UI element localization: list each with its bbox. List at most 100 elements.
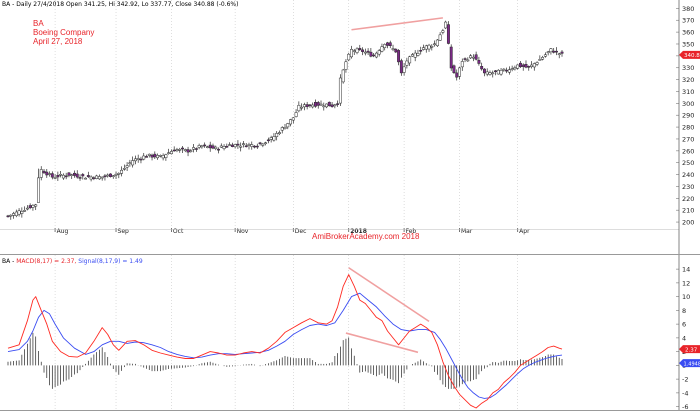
macd-y-tick-label: 8	[682, 307, 686, 315]
candle-up	[510, 68, 514, 70]
candle-down	[552, 50, 556, 53]
candle-down	[73, 172, 76, 176]
candle-down	[75, 173, 79, 178]
macd-header-signal: Signal(8,17,9) = 1.49	[78, 258, 143, 265]
candle-up	[441, 30, 445, 33]
macd-y-tick-label: 10	[682, 293, 690, 301]
candle-up	[541, 57, 545, 60]
candle-up	[111, 175, 115, 177]
price-trend-annotation	[351, 17, 443, 31]
watermark: AmiBrokerAcademy.com 2018	[312, 232, 420, 241]
candle-down	[92, 177, 96, 179]
macd-y-tick-label: 12	[682, 279, 690, 287]
candle-up	[499, 70, 503, 75]
candle-up	[183, 149, 187, 152]
candle-up	[291, 117, 295, 121]
candle-down	[316, 102, 320, 106]
price-y-tick-label: 350	[682, 40, 694, 48]
candle-down	[194, 148, 198, 150]
price-y-tick-label: 380	[682, 5, 694, 13]
candle-up	[192, 147, 196, 150]
candle-up	[161, 155, 165, 159]
candle-down	[64, 175, 68, 178]
macd-divergence-annotation	[345, 267, 430, 354]
signal-value-tag	[679, 359, 700, 368]
candle-up	[516, 64, 520, 69]
macd-axis: -6-4-2024681012142.371.49484	[676, 255, 700, 411]
signal-line	[7, 292, 563, 399]
macd-y-tick-label: -6	[682, 403, 688, 411]
candle-up	[325, 103, 329, 108]
candle-up	[264, 142, 268, 144]
macd-value-tag	[679, 345, 700, 354]
price-y-tick-label: 330	[682, 64, 694, 72]
macd-lines	[7, 274, 563, 409]
month-label: Sep	[118, 228, 130, 235]
candle-up	[239, 145, 243, 148]
month-label: Feb	[406, 228, 417, 235]
candle-up	[549, 48, 553, 53]
macd-y-tick-label: -4	[682, 389, 688, 397]
candle-up	[416, 53, 420, 56]
candle-up	[458, 67, 461, 77]
candle-down	[449, 46, 453, 69]
candle-up	[347, 53, 351, 61]
candle-up	[222, 146, 226, 149]
candle-up	[507, 69, 511, 73]
candle-down	[480, 66, 484, 70]
candle-down	[452, 65, 456, 73]
candle-up	[169, 151, 173, 155]
signal-value-label: 1.49484	[684, 361, 700, 367]
price-y-tick-label: 230	[682, 183, 694, 191]
candle-up	[433, 43, 437, 46]
candle-down	[253, 145, 256, 148]
candle-up	[471, 56, 475, 59]
candle-up	[402, 66, 406, 73]
price-y-tick-label: 370	[682, 17, 694, 25]
candle-up	[311, 104, 315, 108]
candle-up	[350, 49, 353, 58]
ticker-symbol: BA	[33, 19, 44, 28]
month-label: Mar	[461, 228, 473, 235]
candle-up	[333, 104, 337, 107]
candle-down	[145, 156, 148, 158]
candle-up	[31, 205, 35, 208]
company-name: Boeing Company	[33, 28, 95, 37]
price-y-tick-label: 270	[682, 135, 694, 143]
candle-up	[197, 145, 201, 148]
macd-header-prefix: BA -	[2, 258, 17, 265]
price-y-tick-label: 250	[682, 159, 694, 167]
candle-down	[230, 144, 234, 147]
candle-up	[469, 55, 473, 59]
candle-down	[109, 173, 112, 177]
candle-down	[455, 72, 459, 78]
candle-down	[150, 154, 154, 158]
candle-up	[20, 211, 24, 214]
month-label: Nov	[237, 228, 249, 235]
candle-down	[446, 24, 450, 44]
candle-up	[242, 143, 245, 145]
price-y-tick-label: 260	[682, 147, 694, 155]
candle-up	[502, 68, 506, 71]
candle-up	[114, 173, 118, 176]
candle-up	[228, 144, 232, 146]
candle-up	[344, 61, 348, 70]
candle-up	[133, 158, 137, 162]
candle-down	[172, 149, 176, 152]
candle-up	[12, 213, 15, 216]
candle-down	[208, 144, 212, 149]
candle-up	[280, 127, 284, 131]
chart-date: April 27, 2018	[33, 37, 83, 46]
candle-up	[100, 176, 104, 179]
candle-down	[139, 158, 143, 161]
candle-up	[261, 143, 265, 146]
candle-up	[25, 207, 29, 210]
candle-up	[557, 53, 561, 55]
candle-up	[189, 150, 193, 152]
candle-up	[147, 153, 151, 156]
candle-up	[427, 44, 431, 50]
candle-up	[444, 21, 448, 29]
candle-up	[543, 54, 547, 57]
candle-up	[269, 137, 273, 140]
